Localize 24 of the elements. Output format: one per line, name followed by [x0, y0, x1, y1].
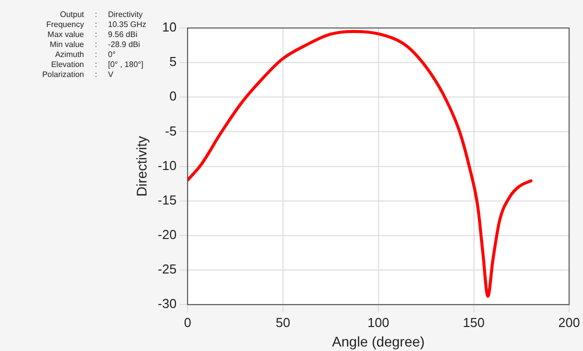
y-tick-label: 10	[162, 20, 177, 35]
text: Elevation : [0° , 180°]	[51, 60, 144, 69]
x-tick-label: 0	[184, 314, 192, 330]
y-tick-label: 5	[169, 54, 177, 70]
text: Azimuth : 0°	[55, 50, 116, 59]
y-tick-label: -20	[158, 227, 177, 242]
text: Frequency : 10.35 GHz	[46, 20, 146, 29]
x-axis-title: Angle (degree)	[332, 333, 425, 350]
y-tick-label: -25	[158, 262, 177, 277]
text: Min value : -28.9 dBi	[50, 40, 140, 49]
x-tick-label: 100	[368, 314, 390, 330]
y-axis-title: Directivity	[133, 136, 150, 197]
line-series	[188, 30, 532, 298]
text: Max value : 9.56 dBi	[48, 30, 138, 39]
text: Output : Directivity	[60, 10, 143, 19]
x-tick-label: 150	[462, 314, 485, 330]
y-tick-label: -15	[158, 192, 177, 208]
text: Polarization : V	[42, 70, 114, 79]
y-tick-label: 0	[169, 88, 177, 104]
x-tick-label: 200	[558, 314, 580, 330]
y-tick-label: -5	[165, 123, 177, 138]
y-tick-label: -30	[158, 296, 177, 312]
x-tick-label: 50	[276, 314, 290, 330]
y-tick-label: -10	[158, 158, 177, 173]
